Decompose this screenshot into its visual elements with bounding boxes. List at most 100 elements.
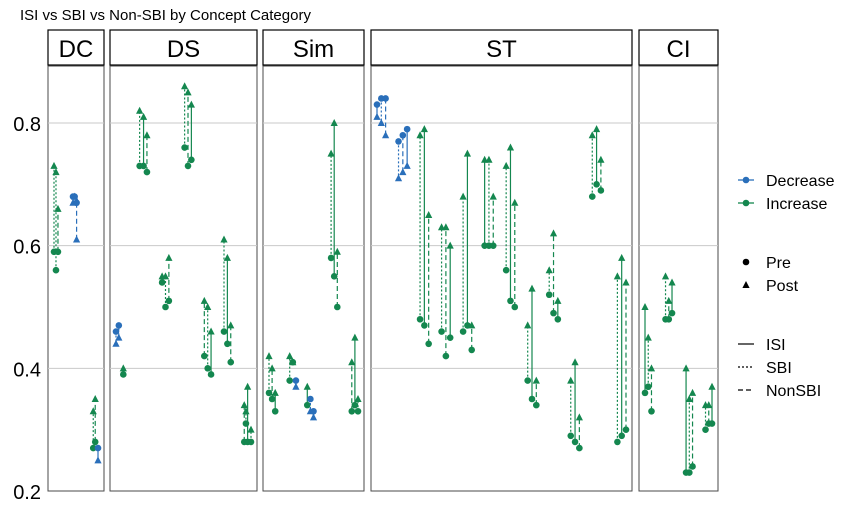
- pre-point: [545, 291, 553, 299]
- pre-point: [201, 352, 208, 360]
- pre-point: [593, 181, 600, 188]
- post-point: [382, 131, 390, 139]
- post-point: [161, 272, 170, 280]
- legend-key-post: [742, 281, 750, 288]
- pre-point: [354, 407, 362, 415]
- y-axis: 0.2 0.4 0.6 0.8: [13, 114, 41, 504]
- pre-point: [665, 315, 673, 323]
- facet-strip: [370, 29, 633, 66]
- post-point: [502, 161, 510, 169]
- post-point: [289, 358, 297, 366]
- pre-point: [143, 168, 151, 176]
- pre-point: [571, 438, 579, 446]
- post-point: [489, 192, 497, 200]
- post-point: [265, 352, 273, 360]
- facet-label: Sim: [293, 36, 334, 63]
- pre-point: [438, 328, 445, 335]
- pre-point: [686, 469, 693, 476]
- post-point: [136, 106, 144, 114]
- pre-point: [507, 297, 514, 305]
- post-point: [351, 333, 359, 341]
- post-point: [511, 198, 519, 206]
- post-point: [227, 321, 235, 329]
- legend-key-point: [742, 176, 750, 184]
- post-point: [286, 352, 294, 360]
- panel-border: [47, 65, 105, 492]
- post-point: [354, 395, 362, 402]
- pre-point: [292, 377, 300, 384]
- pre-point: [204, 365, 211, 372]
- panel-border: [638, 65, 719, 492]
- post-point: [682, 364, 690, 372]
- post-point: [240, 401, 248, 409]
- pre-point: [421, 322, 428, 329]
- pre-point: [115, 322, 123, 329]
- pre-point: [89, 444, 97, 452]
- pre-point: [310, 407, 317, 415]
- pre-point: [399, 131, 407, 139]
- pre-point: [327, 254, 335, 262]
- pre-point: [286, 377, 293, 384]
- pre-point: [442, 352, 450, 360]
- post-point: [506, 143, 515, 151]
- pre-point: [403, 125, 411, 133]
- post-point: [647, 364, 656, 372]
- pre-point: [120, 371, 127, 378]
- pre-point: [459, 328, 467, 335]
- pre-point: [524, 377, 531, 384]
- post-point: [644, 333, 652, 341]
- pre-point: [207, 371, 215, 378]
- post-point: [184, 88, 192, 96]
- post-point: [303, 382, 311, 390]
- post-point: [597, 155, 605, 163]
- legend-label: NonSBI: [766, 383, 821, 400]
- legend-label: Decrease: [766, 173, 835, 190]
- pre-point: [425, 340, 432, 348]
- facet-label: ST: [486, 36, 517, 63]
- post-point: [588, 131, 596, 139]
- post-point: [446, 241, 454, 249]
- pre-point: [162, 303, 169, 311]
- pre-point: [489, 242, 497, 249]
- facet-sim: Sim: [262, 29, 365, 492]
- pre-point: [52, 266, 60, 274]
- y-tick-label: 0.4: [13, 359, 41, 381]
- pre-point: [446, 334, 454, 341]
- post-point: [571, 358, 579, 366]
- post-point: [165, 253, 173, 261]
- y-tick-label: 0.6: [13, 237, 41, 259]
- post-point: [592, 125, 601, 133]
- legend-key-point: [742, 199, 750, 207]
- pre-point: [303, 401, 311, 409]
- facet-panels: DC DS Sim ST CI: [47, 29, 719, 492]
- panel-border: [370, 65, 633, 492]
- post-point: [468, 321, 476, 329]
- post-point: [485, 155, 493, 163]
- post-point: [247, 425, 255, 433]
- pre-point: [702, 426, 709, 433]
- post-point: [89, 407, 97, 415]
- post-point: [200, 296, 208, 304]
- chart-title: ISI vs SBI vs Non-SBI by Concept Categor…: [20, 7, 311, 24]
- facet-strip: [262, 29, 365, 66]
- post-point: [242, 407, 250, 415]
- post-point: [204, 303, 212, 310]
- pre-point: [416, 315, 424, 323]
- facet-strip: [638, 29, 719, 66]
- pre-point: [181, 144, 188, 151]
- pre-point: [708, 420, 716, 427]
- post-point: [244, 382, 252, 390]
- legend-label: Post: [766, 278, 799, 295]
- pre-point: [576, 444, 583, 452]
- pre-point: [614, 438, 621, 446]
- post-point: [139, 112, 148, 120]
- post-point: [268, 364, 276, 372]
- pre-point: [91, 438, 99, 446]
- post-point: [187, 100, 195, 108]
- pre-point: [373, 101, 381, 108]
- post-point: [705, 401, 713, 409]
- pre-point: [247, 438, 255, 446]
- pre-point: [268, 395, 276, 403]
- post-point: [665, 296, 673, 304]
- post-point: [567, 376, 575, 384]
